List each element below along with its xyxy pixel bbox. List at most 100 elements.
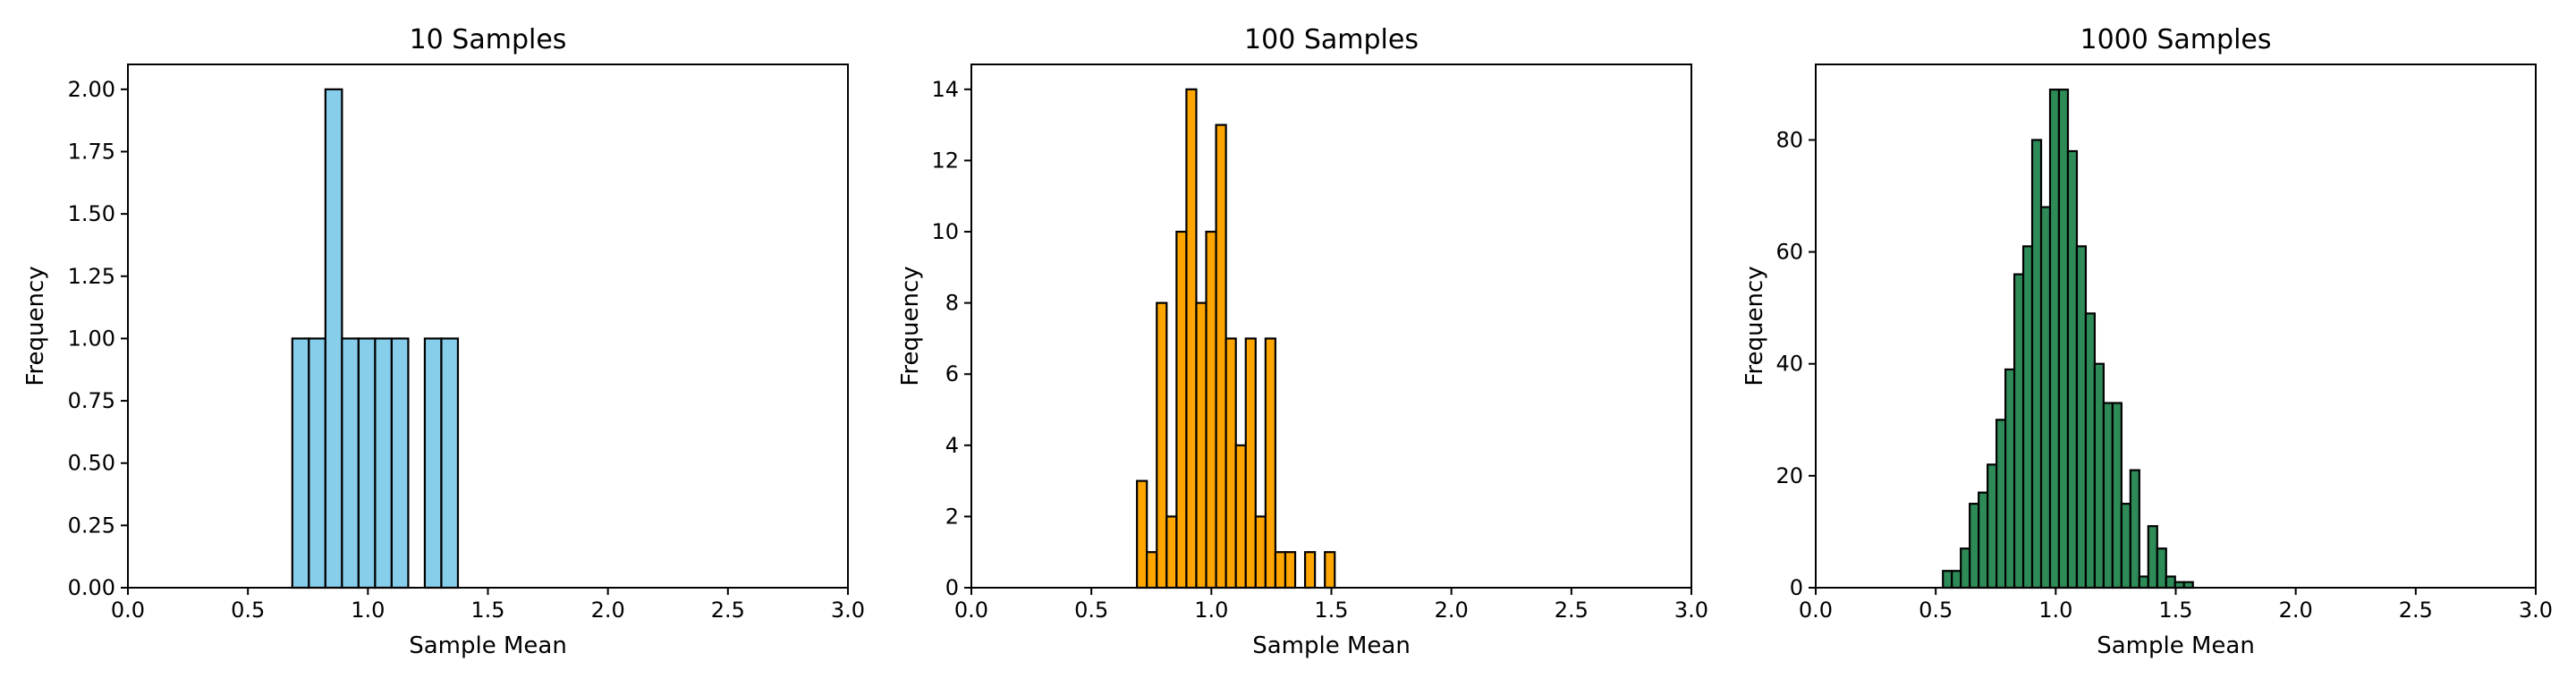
- histogram-bar: [1136, 479, 1148, 589]
- histogram-bar: [1195, 301, 1208, 589]
- histogram-bar: [2075, 245, 2088, 589]
- histogram-bar: [1165, 515, 1178, 589]
- y-tick-label: 80: [1775, 127, 1803, 152]
- y-tick-label: 2: [945, 504, 959, 529]
- x-tick-label: 2.5: [711, 598, 745, 623]
- y-tick-label: 0.25: [68, 513, 115, 538]
- histogram-bar: [1960, 547, 1971, 589]
- y-tick-label: 8: [945, 291, 959, 316]
- histogram-bar: [1303, 551, 1317, 589]
- y-tick-label: 6: [945, 361, 959, 386]
- y-tick-label: 60: [1775, 240, 1803, 265]
- y-tick-label: 1.50: [68, 201, 115, 226]
- histogram-bar: [423, 337, 443, 589]
- histogram-bar: [2138, 575, 2149, 589]
- histogram-bar: [2120, 503, 2131, 589]
- histogram-bar: [1224, 337, 1237, 589]
- y-tick-label: 0: [945, 575, 959, 600]
- histogram-bar: [2084, 312, 2097, 589]
- x-tick-label: 0.0: [954, 598, 988, 623]
- chart-title: 1000 Samples: [2080, 24, 2272, 55]
- y-tick-label: 10: [931, 219, 959, 244]
- histogram-bar: [1234, 444, 1247, 589]
- y-tick-label: 0: [1790, 575, 1803, 600]
- histogram-bar: [308, 337, 326, 589]
- histogram-bar: [1175, 230, 1188, 589]
- histogram-bar: [1185, 88, 1198, 589]
- histogram-bar: [1264, 337, 1277, 589]
- histogram-bar: [1205, 230, 1217, 589]
- x-tick-label: 1.5: [2158, 598, 2192, 623]
- histogram-bar: [1969, 503, 1980, 589]
- histogram-bar: [1284, 551, 1297, 589]
- histogram-bar: [1254, 515, 1267, 589]
- x-axis-label: Sample Mean: [2097, 632, 2255, 659]
- axes-frame: [127, 64, 849, 589]
- histogram-bar: [2156, 547, 2167, 589]
- x-tick-label: 1.0: [2038, 598, 2072, 623]
- y-tick-label: 1.25: [68, 264, 115, 289]
- y-tick-label: 2.00: [68, 77, 115, 102]
- histogram-bar: [1324, 551, 1336, 589]
- histogram-bar: [440, 337, 460, 589]
- y-tick-label: 12: [931, 148, 959, 173]
- histogram-10-samples: 0.0 0.5 1.0 1.5 2.0 2.5 3.0 0.00 0.25 0.50 0.75 1.0…: [22, 24, 865, 659]
- histogram-1000-samples: 0.0 0.5 1.0 1.5 2.0 2.5 3.0 0 20 40 60 80 1000 Sampl…: [1741, 24, 2553, 659]
- histogram-bar: [2129, 469, 2140, 589]
- histogram-bar: [2102, 402, 2114, 589]
- y-tick-label: 0.00: [68, 575, 115, 600]
- histogram-bar: [291, 337, 310, 589]
- histogram-bar: [1156, 301, 1168, 589]
- histogram-bar: [374, 337, 393, 589]
- histogram-bar: [2093, 362, 2105, 589]
- histogram-bar: [2111, 402, 2123, 589]
- x-tick-label: 3.0: [2519, 598, 2553, 623]
- y-axis-label: Frequency: [22, 266, 49, 386]
- histogram-bar: [2039, 206, 2052, 589]
- x-tick-label: 3.0: [1674, 598, 1708, 623]
- axes-frame: [970, 64, 1692, 589]
- y-tick-label: 20: [1775, 463, 1803, 488]
- x-tick-label: 1.0: [351, 598, 385, 623]
- x-tick-label: 0.5: [231, 598, 265, 623]
- histogram-bar: [1274, 551, 1287, 589]
- x-tick-label: 2.0: [1435, 598, 1469, 623]
- y-axis-label: Frequency: [897, 266, 924, 386]
- x-tick-label: 2.5: [1555, 598, 1589, 623]
- y-tick-label: 40: [1775, 352, 1803, 377]
- y-tick-label: 1.00: [68, 326, 115, 351]
- x-tick-label: 2.0: [591, 598, 625, 623]
- x-tick-label: 2.0: [2279, 598, 2313, 623]
- histogram-bar: [324, 88, 343, 589]
- x-tick-label: 1.5: [1314, 598, 1348, 623]
- histogram-bar: [1215, 123, 1227, 589]
- histogram-bar: [1951, 570, 1962, 589]
- y-tick-label: 1.75: [68, 140, 115, 165]
- histogram-bar: [357, 337, 377, 589]
- histogram-bar: [2147, 525, 2158, 589]
- y-axis-label: Frequency: [1741, 266, 1768, 386]
- x-axis-label: Sample Mean: [409, 632, 567, 659]
- histogram-bar: [2066, 149, 2079, 589]
- x-tick-label: 0.0: [111, 598, 145, 623]
- histogram-bar: [1996, 419, 2007, 589]
- histogram-100-samples: 0.0 0.5 1.0 1.5 2.0 2.5 3.0 0 2 4 6 8 10 12 14 100 Samp…: [897, 24, 1708, 659]
- histogram-bar: [341, 337, 360, 589]
- histogram-bar: [2004, 368, 2016, 589]
- x-tick-label: 0.5: [1074, 598, 1108, 623]
- histogram-bar: [2165, 575, 2176, 589]
- histogram-bar: [1987, 463, 1998, 589]
- histogram-bar: [2048, 89, 2061, 589]
- y-tick-label: 4: [945, 433, 959, 458]
- x-tick-label: 0.5: [1919, 598, 1953, 623]
- histogram-bar: [1146, 551, 1158, 589]
- chart-title: 100 Samples: [1244, 24, 1419, 55]
- x-tick-label: 1.5: [470, 598, 504, 623]
- y-tick-label: 14: [931, 77, 959, 102]
- histogram-bar: [2057, 89, 2070, 589]
- histogram-bar: [2030, 139, 2043, 589]
- y-tick-label: 0.75: [68, 388, 115, 413]
- histogram-bar: [390, 337, 410, 589]
- histogram-bar: [2021, 245, 2034, 589]
